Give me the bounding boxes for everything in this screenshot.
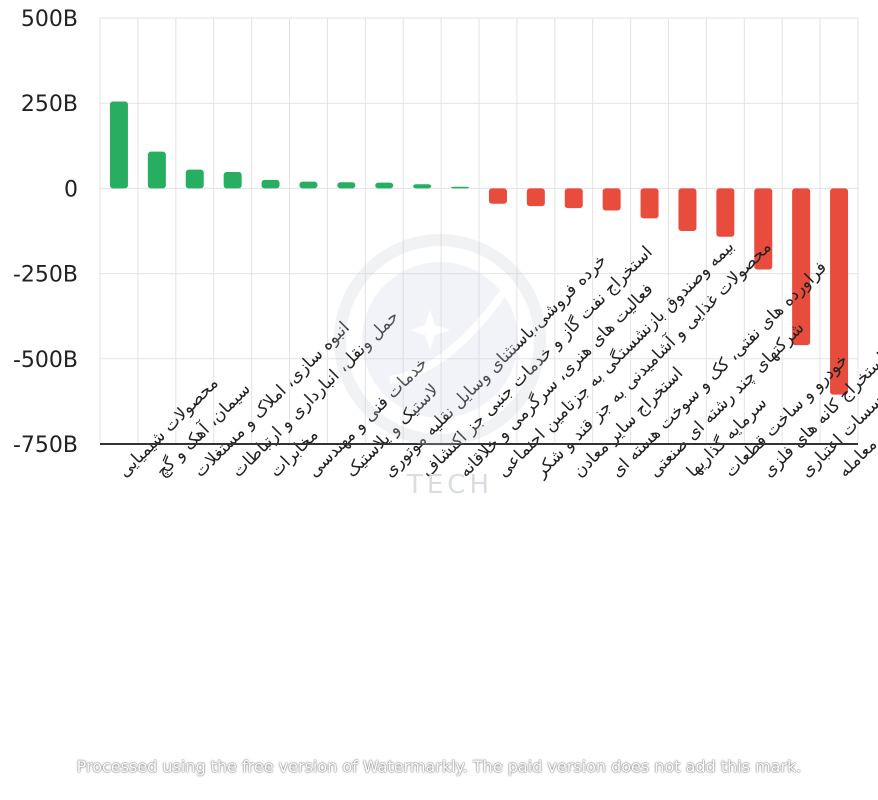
y-tick-label: 500B [21,7,78,32]
y-tick-label: -750B [13,433,78,458]
bar-8 [375,182,394,189]
y-tick-label: -250B [13,263,78,288]
bar-18 [754,188,773,270]
bar-14 [602,188,621,211]
bar-20 [830,188,849,395]
grid-lines [99,17,859,444]
bar-6 [299,181,318,189]
bar-4 [223,172,242,189]
bar-7 [337,182,356,189]
bar-12 [526,188,545,207]
y-tick-label: -500B [13,348,78,373]
watermark-footer-note: Processed using the free version of Wate… [76,757,802,776]
bar-10 [451,186,470,189]
bars [109,101,849,395]
bar-3 [185,169,204,189]
bar-2 [147,151,166,189]
bar-19 [792,188,811,346]
bar-9 [413,184,432,189]
bar-11 [488,188,507,204]
bar-15 [640,188,659,219]
watermark-text: TECH [406,470,493,500]
bar-1 [109,101,128,189]
bar-13 [564,188,583,209]
y-tick-label: 0 [64,177,78,202]
y-axis-tick-labels: 500B 250B 0 -250B -500B -750B [13,7,78,458]
bar-17 [716,188,735,237]
bar-5 [261,179,280,189]
bar-16 [678,188,697,231]
watermark-logo-icon [330,230,550,470]
y-tick-label: 250B [21,92,78,117]
